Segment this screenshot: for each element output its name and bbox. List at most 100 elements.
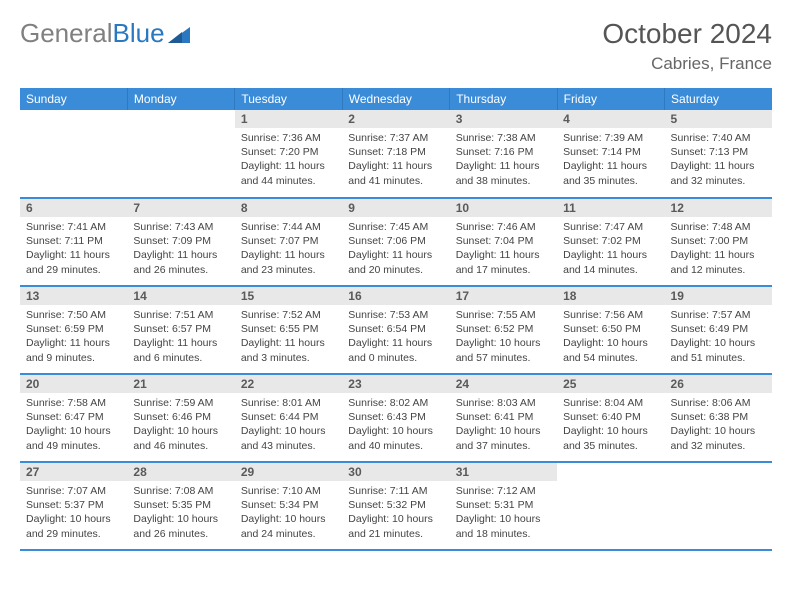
calendar-day-cell: 25Sunrise: 8:04 AM Sunset: 6:40 PM Dayli…: [557, 374, 664, 462]
day-number: 10: [450, 199, 557, 217]
calendar-day-cell: 15Sunrise: 7:52 AM Sunset: 6:55 PM Dayli…: [235, 286, 342, 374]
day-number: 6: [20, 199, 127, 217]
day-detail: Sunrise: 8:02 AM Sunset: 6:43 PM Dayligh…: [342, 393, 449, 457]
calendar-day-cell: 27Sunrise: 7:07 AM Sunset: 5:37 PM Dayli…: [20, 462, 127, 550]
dow-wed: Wednesday: [342, 88, 449, 110]
day-number: 13: [20, 287, 127, 305]
day-number: 26: [665, 375, 772, 393]
day-detail: Sunrise: 7:57 AM Sunset: 6:49 PM Dayligh…: [665, 305, 772, 369]
logo-text-general: General: [20, 18, 113, 49]
title-month: October 2024: [602, 18, 772, 50]
day-number: 23: [342, 375, 449, 393]
calendar-week-row: 20Sunrise: 7:58 AM Sunset: 6:47 PM Dayli…: [20, 374, 772, 462]
day-number: 15: [235, 287, 342, 305]
day-detail: Sunrise: 7:45 AM Sunset: 7:06 PM Dayligh…: [342, 217, 449, 281]
day-detail: Sunrise: 7:12 AM Sunset: 5:31 PM Dayligh…: [450, 481, 557, 545]
calendar-day-cell: 30Sunrise: 7:11 AM Sunset: 5:32 PM Dayli…: [342, 462, 449, 550]
day-number: 31: [450, 463, 557, 481]
calendar-day-cell: 23Sunrise: 8:02 AM Sunset: 6:43 PM Dayli…: [342, 374, 449, 462]
day-number: 20: [20, 375, 127, 393]
day-detail: Sunrise: 7:36 AM Sunset: 7:20 PM Dayligh…: [235, 128, 342, 192]
calendar-day-cell: 9Sunrise: 7:45 AM Sunset: 7:06 PM Daylig…: [342, 198, 449, 286]
day-number: 9: [342, 199, 449, 217]
logo: GeneralBlue: [20, 18, 192, 49]
title-block: October 2024 Cabries, France: [602, 18, 772, 74]
calendar-day-cell: 28Sunrise: 7:08 AM Sunset: 5:35 PM Dayli…: [127, 462, 234, 550]
day-detail: Sunrise: 7:47 AM Sunset: 7:02 PM Dayligh…: [557, 217, 664, 281]
calendar-week-row: 27Sunrise: 7:07 AM Sunset: 5:37 PM Dayli…: [20, 462, 772, 550]
calendar-day-cell: 16Sunrise: 7:53 AM Sunset: 6:54 PM Dayli…: [342, 286, 449, 374]
day-number: 7: [127, 199, 234, 217]
calendar-day-cell: 4Sunrise: 7:39 AM Sunset: 7:14 PM Daylig…: [557, 110, 664, 198]
calendar-day-cell: [127, 110, 234, 198]
calendar-day-cell: 10Sunrise: 7:46 AM Sunset: 7:04 PM Dayli…: [450, 198, 557, 286]
day-number: 14: [127, 287, 234, 305]
calendar-day-cell: 24Sunrise: 8:03 AM Sunset: 6:41 PM Dayli…: [450, 374, 557, 462]
day-number: 5: [665, 110, 772, 128]
day-number: 16: [342, 287, 449, 305]
day-number: 30: [342, 463, 449, 481]
day-detail: Sunrise: 7:39 AM Sunset: 7:14 PM Dayligh…: [557, 128, 664, 192]
day-detail: Sunrise: 7:55 AM Sunset: 6:52 PM Dayligh…: [450, 305, 557, 369]
day-number: 25: [557, 375, 664, 393]
dow-sun: Sunday: [20, 88, 127, 110]
calendar-body: 1Sunrise: 7:36 AM Sunset: 7:20 PM Daylig…: [20, 110, 772, 550]
day-detail: Sunrise: 7:56 AM Sunset: 6:50 PM Dayligh…: [557, 305, 664, 369]
logo-mark-icon: [168, 25, 192, 45]
header: GeneralBlue October 2024 Cabries, France: [20, 18, 772, 74]
day-detail: Sunrise: 7:37 AM Sunset: 7:18 PM Dayligh…: [342, 128, 449, 192]
day-detail: Sunrise: 8:03 AM Sunset: 6:41 PM Dayligh…: [450, 393, 557, 457]
calendar-day-cell: 26Sunrise: 8:06 AM Sunset: 6:38 PM Dayli…: [665, 374, 772, 462]
calendar-day-cell: 19Sunrise: 7:57 AM Sunset: 6:49 PM Dayli…: [665, 286, 772, 374]
day-detail: Sunrise: 7:58 AM Sunset: 6:47 PM Dayligh…: [20, 393, 127, 457]
calendar-day-cell: [557, 462, 664, 550]
calendar-day-cell: 21Sunrise: 7:59 AM Sunset: 6:46 PM Dayli…: [127, 374, 234, 462]
day-number: 19: [665, 287, 772, 305]
day-number: 21: [127, 375, 234, 393]
calendar-day-cell: 31Sunrise: 7:12 AM Sunset: 5:31 PM Dayli…: [450, 462, 557, 550]
day-number: 18: [557, 287, 664, 305]
day-detail: Sunrise: 8:06 AM Sunset: 6:38 PM Dayligh…: [665, 393, 772, 457]
calendar-table: Sunday Monday Tuesday Wednesday Thursday…: [20, 88, 772, 551]
calendar-day-cell: 29Sunrise: 7:10 AM Sunset: 5:34 PM Dayli…: [235, 462, 342, 550]
calendar-day-cell: 14Sunrise: 7:51 AM Sunset: 6:57 PM Dayli…: [127, 286, 234, 374]
day-detail: Sunrise: 7:46 AM Sunset: 7:04 PM Dayligh…: [450, 217, 557, 281]
day-number: 1: [235, 110, 342, 128]
calendar-day-cell: 18Sunrise: 7:56 AM Sunset: 6:50 PM Dayli…: [557, 286, 664, 374]
calendar-day-cell: 17Sunrise: 7:55 AM Sunset: 6:52 PM Dayli…: [450, 286, 557, 374]
day-number: 2: [342, 110, 449, 128]
day-detail: Sunrise: 7:44 AM Sunset: 7:07 PM Dayligh…: [235, 217, 342, 281]
logo-text-blue: Blue: [113, 18, 165, 49]
calendar-day-cell: [20, 110, 127, 198]
day-detail: Sunrise: 7:07 AM Sunset: 5:37 PM Dayligh…: [20, 481, 127, 545]
day-detail: Sunrise: 7:52 AM Sunset: 6:55 PM Dayligh…: [235, 305, 342, 369]
day-number: 17: [450, 287, 557, 305]
day-detail: Sunrise: 7:11 AM Sunset: 5:32 PM Dayligh…: [342, 481, 449, 545]
calendar-day-cell: 11Sunrise: 7:47 AM Sunset: 7:02 PM Dayli…: [557, 198, 664, 286]
day-detail: Sunrise: 8:01 AM Sunset: 6:44 PM Dayligh…: [235, 393, 342, 457]
calendar-day-cell: 20Sunrise: 7:58 AM Sunset: 6:47 PM Dayli…: [20, 374, 127, 462]
day-of-week-row: Sunday Monday Tuesday Wednesday Thursday…: [20, 88, 772, 110]
day-detail: Sunrise: 7:08 AM Sunset: 5:35 PM Dayligh…: [127, 481, 234, 545]
calendar-day-cell: 1Sunrise: 7:36 AM Sunset: 7:20 PM Daylig…: [235, 110, 342, 198]
calendar-day-cell: 2Sunrise: 7:37 AM Sunset: 7:18 PM Daylig…: [342, 110, 449, 198]
day-detail: Sunrise: 7:51 AM Sunset: 6:57 PM Dayligh…: [127, 305, 234, 369]
calendar-week-row: 1Sunrise: 7:36 AM Sunset: 7:20 PM Daylig…: [20, 110, 772, 198]
day-detail: Sunrise: 7:40 AM Sunset: 7:13 PM Dayligh…: [665, 128, 772, 192]
day-detail: Sunrise: 7:41 AM Sunset: 7:11 PM Dayligh…: [20, 217, 127, 281]
dow-sat: Saturday: [665, 88, 772, 110]
day-detail: Sunrise: 7:53 AM Sunset: 6:54 PM Dayligh…: [342, 305, 449, 369]
dow-thu: Thursday: [450, 88, 557, 110]
calendar-day-cell: 12Sunrise: 7:48 AM Sunset: 7:00 PM Dayli…: [665, 198, 772, 286]
day-number: 22: [235, 375, 342, 393]
calendar-day-cell: 6Sunrise: 7:41 AM Sunset: 7:11 PM Daylig…: [20, 198, 127, 286]
day-number: 3: [450, 110, 557, 128]
day-number: 12: [665, 199, 772, 217]
calendar-week-row: 13Sunrise: 7:50 AM Sunset: 6:59 PM Dayli…: [20, 286, 772, 374]
calendar-day-cell: [665, 462, 772, 550]
day-detail: Sunrise: 7:38 AM Sunset: 7:16 PM Dayligh…: [450, 128, 557, 192]
calendar-day-cell: 7Sunrise: 7:43 AM Sunset: 7:09 PM Daylig…: [127, 198, 234, 286]
day-detail: Sunrise: 7:59 AM Sunset: 6:46 PM Dayligh…: [127, 393, 234, 457]
dow-fri: Friday: [557, 88, 664, 110]
day-detail: Sunrise: 7:50 AM Sunset: 6:59 PM Dayligh…: [20, 305, 127, 369]
